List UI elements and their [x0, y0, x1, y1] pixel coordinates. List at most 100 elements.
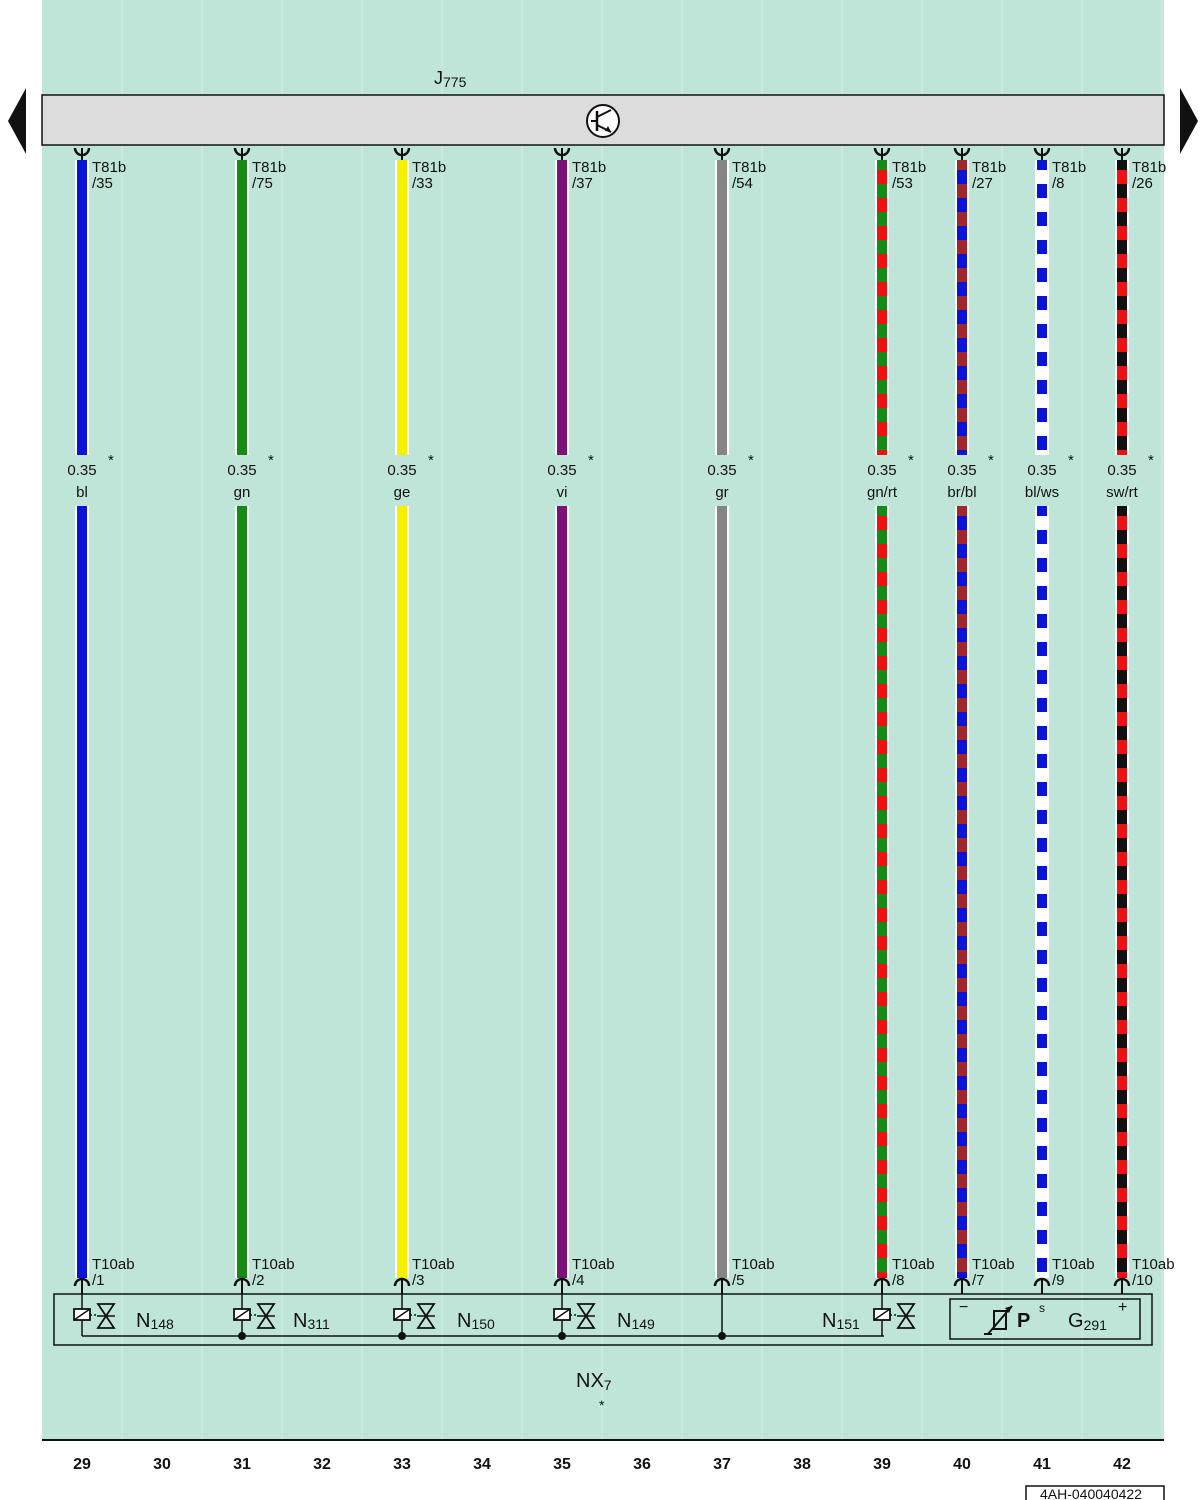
- wire-gauge: 0.35: [67, 462, 96, 479]
- wire-stripe: [1037, 768, 1047, 782]
- column-number: 37: [713, 1456, 731, 1473]
- wire-stripe: [1037, 310, 1047, 324]
- bottom-pin-number: /5: [732, 1272, 745, 1289]
- wire-stripe: [1117, 450, 1127, 455]
- column-number: 30: [153, 1456, 171, 1473]
- valve-group: N148 N311 N150 N149 N151: [73, 1294, 916, 1336]
- wire-8: T81b/8 0.35 * bl/ws T10ab/9: [1025, 147, 1095, 1294]
- wire-stripe: [957, 768, 967, 782]
- top-pin-label: T81b: [892, 159, 926, 176]
- wire-segment: [877, 160, 887, 455]
- wire-stripe: [877, 572, 887, 586]
- wire-stripe: [877, 628, 887, 642]
- solenoid-coil-diagonal: [73, 1308, 91, 1321]
- junction-dot: [238, 1332, 246, 1340]
- wire-color-code: vi: [557, 484, 568, 501]
- wire-53: T81b/53 0.35 * gn/rt T10ab/8: [867, 147, 935, 1294]
- wire-stripe: [957, 600, 967, 614]
- top-pin-number: /27: [972, 175, 993, 192]
- wire-stripe: [957, 684, 967, 698]
- wire-stripe: [877, 544, 887, 558]
- bottom-pin-label: T10ab: [1052, 1256, 1095, 1273]
- wire-54: T81b/54 0.35 * gr T10ab/5: [707, 147, 775, 1294]
- wire-stripe: [877, 1272, 887, 1278]
- wire-stripe: [1117, 1076, 1127, 1090]
- next-page-arrow-icon[interactable]: [1180, 88, 1198, 154]
- bottom-pin-label: T10ab: [1132, 1256, 1175, 1273]
- wire-stripe: [957, 394, 967, 408]
- wire-stripe: [1117, 572, 1127, 586]
- wire-stripe: [957, 1216, 967, 1230]
- wire-stripe: [957, 1160, 967, 1174]
- valve-icon: [576, 1303, 596, 1329]
- wire-stripe: [957, 908, 967, 922]
- valve-label-sub: 311: [307, 1316, 330, 1332]
- connector-label: NX7: [576, 1370, 612, 1393]
- component-block: [53, 1293, 1153, 1346]
- wire-color-code: br/bl: [947, 484, 976, 501]
- wire-stripe: [1117, 1132, 1127, 1146]
- wire-segment: [557, 160, 567, 455]
- wire-stripe: [957, 796, 967, 810]
- valve-label: N148: [136, 1310, 174, 1332]
- wire-stripe: [1117, 1048, 1127, 1062]
- wire-stripe: [1117, 282, 1127, 296]
- wire-stripe: [1037, 880, 1047, 894]
- bottom-pin-label: T10ab: [412, 1256, 455, 1273]
- wire-color-code: gn/rt: [867, 484, 898, 501]
- wire-segment: [77, 506, 87, 1278]
- wire-stripe: [957, 450, 967, 455]
- wire-stripe: [1037, 656, 1047, 670]
- wire-gauge: 0.35: [547, 462, 576, 479]
- wire-stripe: [877, 712, 887, 726]
- wire-stripe: [957, 254, 967, 268]
- junction-dot: [398, 1332, 406, 1340]
- valve-label-sub: 150: [471, 1316, 495, 1332]
- bottom-pin-number: /4: [572, 1272, 585, 1289]
- bottom-pin-number: /10: [1132, 1272, 1153, 1289]
- wire-stripe: [1037, 600, 1047, 614]
- wire-gauge: 0.35: [1027, 462, 1056, 479]
- wire-stripe: [877, 768, 887, 782]
- wire-segment: [237, 506, 247, 1278]
- wire-stripe: [1037, 1188, 1047, 1202]
- wire-stripe: [1117, 1244, 1127, 1258]
- solenoid-coil-diagonal: [553, 1308, 571, 1321]
- wire-stripe: [877, 338, 887, 352]
- wire-stripe: [1037, 254, 1047, 268]
- wire-star: *: [748, 452, 754, 469]
- wire-37: T81b/37 0.35 * vi T10ab/4: [547, 147, 615, 1294]
- wire-stripe: [877, 366, 887, 380]
- solenoid-coil-diagonal: [393, 1308, 411, 1321]
- wire-stripe: [1037, 170, 1047, 184]
- top-pin-label: T81b: [732, 159, 766, 176]
- wire-star: *: [108, 452, 114, 469]
- wire-stripe: [877, 516, 887, 530]
- top-pin-number: /33: [412, 175, 433, 192]
- valve-icon: [896, 1303, 916, 1329]
- wire-stripe: [957, 170, 967, 184]
- wire-gauge: 0.35: [947, 462, 976, 479]
- wire-stripe: [1117, 796, 1127, 810]
- junction-group: [238, 1294, 726, 1340]
- column-number: 29: [73, 1456, 91, 1473]
- top-pin-number: /37: [572, 175, 593, 192]
- wire-stripe: [1037, 226, 1047, 240]
- wire-stripe: [1117, 198, 1127, 212]
- wire-26: T81b/26 0.35 * sw/rt T10ab/10: [1106, 147, 1175, 1294]
- wire-stripe: [1037, 1020, 1047, 1034]
- top-pin-label: T81b: [1052, 159, 1086, 176]
- wire-stripe: [957, 712, 967, 726]
- wire-stripe: [1037, 516, 1047, 530]
- valve-label-sub: 151: [836, 1316, 860, 1332]
- bottom-pin-number: /7: [972, 1272, 985, 1289]
- top-pin-label: T81b: [1132, 159, 1166, 176]
- wire-segment: [717, 160, 727, 455]
- wire-color-code: gn: [234, 484, 251, 501]
- wire-stripe: [1117, 366, 1127, 380]
- valve-label-sub: 149: [631, 1316, 655, 1332]
- wire-stripe: [1117, 516, 1127, 530]
- previous-page-arrow-icon[interactable]: [8, 88, 26, 154]
- valve-label-name: N: [822, 1310, 836, 1332]
- pressure-sensor-icon: [984, 1305, 1013, 1335]
